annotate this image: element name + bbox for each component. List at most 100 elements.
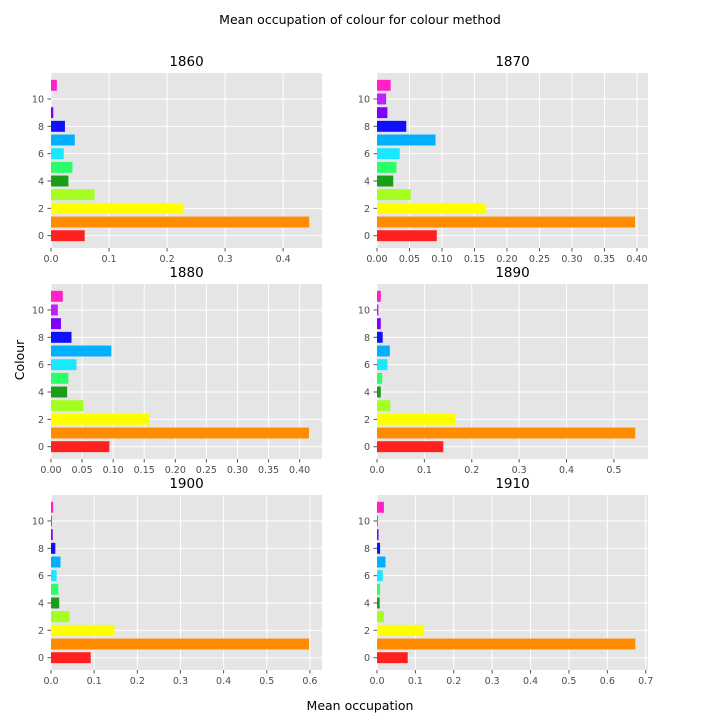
panel-1890-x-tick-label: 0.5 xyxy=(606,465,621,476)
panel-1900-x-tick-label: 0.0 xyxy=(43,676,58,687)
panel-1870-y-tick-label: 10 xyxy=(358,94,370,105)
panel-1870-x-tick-label: 0.25 xyxy=(529,254,550,265)
panel-1890-bar-colour-1 xyxy=(377,427,636,439)
figure-y-axis-label: Colour xyxy=(12,339,27,380)
panel-1880-bar-colour-2 xyxy=(51,413,150,425)
panel-1880-x-tick-label: 0.40 xyxy=(289,465,310,476)
panel-1900-bar-colour-8 xyxy=(51,542,56,554)
panel-1870-x-tick-label: 0.15 xyxy=(464,254,485,265)
panel-1910-x-tick-label: 0.7 xyxy=(638,676,653,687)
panel-1860-x-tick-label: 0.0 xyxy=(43,254,58,265)
panel-1880-y-tick-label: 6 xyxy=(38,360,44,371)
panel-1900-x-tick-label: 0.1 xyxy=(87,676,102,687)
panel-1890-x-tick-label: 0.1 xyxy=(417,465,432,476)
panel-1860-bar-colour-1 xyxy=(51,216,310,228)
panel-1870-bar-colour-11 xyxy=(377,79,391,91)
panel-1890-bar-colour-2 xyxy=(377,413,456,425)
panel-1900-y-tick-label: 2 xyxy=(38,626,44,637)
panel-1890-y-tick-label: 2 xyxy=(364,415,370,426)
panel-1900-bar-colour-6 xyxy=(51,570,57,582)
panel-1870-x-tick-label: 0.20 xyxy=(496,254,517,265)
panel-1890-y-tick-label: 10 xyxy=(358,305,370,316)
panel-1900-bar-colour-11 xyxy=(51,501,54,513)
panel-1860-y-tick-label: 0 xyxy=(38,231,44,242)
panel-1900-y-tick-label: 0 xyxy=(38,653,44,664)
panel-1900-bar-colour-4 xyxy=(51,597,60,609)
panel-1900-y-tick-label: 8 xyxy=(38,544,44,555)
panel-1880-bar-colour-10 xyxy=(51,304,58,316)
panel-1880-x-tick-label: 0.10 xyxy=(103,465,124,476)
panel-1870-title: 1870 xyxy=(495,54,529,70)
panel-1860-y-tick-label: 2 xyxy=(38,204,44,215)
panel-1860-x-tick-label: 0.2 xyxy=(160,254,175,265)
panel-1890-y-tick-label: 4 xyxy=(364,388,370,399)
panel-1900-x-tick-label: 0.4 xyxy=(216,676,231,687)
panel-1900-x-tick-label: 0.3 xyxy=(173,676,188,687)
panel-1900-bar-colour-1 xyxy=(51,638,310,650)
panel-1870-bar-colour-0 xyxy=(377,230,437,242)
panel-1890-bar-colour-5 xyxy=(377,372,383,384)
panel-1870-x-tick-label: 0.30 xyxy=(561,254,582,265)
panel-1910-bar-colour-4 xyxy=(377,597,380,609)
panel-1900-x-tick-label: 0.5 xyxy=(259,676,274,687)
panel-1910-x-tick-label: 0.5 xyxy=(561,676,576,687)
panel-1860-y-tick-label: 6 xyxy=(38,149,44,160)
panel-1900: 0.0 0.1 0.2 0.3 0.4 0.5 0.6 0 2 4 6 8 10 1900 xyxy=(32,476,322,687)
panel-1860-bar-colour-5 xyxy=(51,161,73,173)
panel-1900-bar-colour-3 xyxy=(51,611,70,623)
panel-1890-y-tick-label: 0 xyxy=(364,442,370,453)
panel-1910-x-tick-label: 0.6 xyxy=(600,676,615,687)
panel-1900-title: 1900 xyxy=(169,476,203,492)
panel-1910-bar-colour-7 xyxy=(377,556,386,568)
panel-1870-x-tick-label: 0.40 xyxy=(626,254,647,265)
panel-1910-x-tick-label: 0.1 xyxy=(408,676,423,687)
panel-1880-x-tick-label: 0.25 xyxy=(196,465,217,476)
panel-1870-x-tick-label: 0.35 xyxy=(594,254,615,265)
panel-1860-bar-colour-6 xyxy=(51,148,64,160)
panel-1870-bar-colour-3 xyxy=(377,189,411,201)
panel-1910-x-tick-label: 0.2 xyxy=(446,676,461,687)
panel-1900-x-tick-label: 0.2 xyxy=(130,676,145,687)
panel-1900-y-tick-label: 6 xyxy=(38,571,44,582)
panel-1900-y-tick-label: 4 xyxy=(38,599,44,610)
panel-1880-x-tick-label: 0.30 xyxy=(227,465,248,476)
panel-1860-bar-colour-2 xyxy=(51,202,184,214)
panel-1870-bar-colour-9 xyxy=(377,107,388,119)
panel-1900-bar-colour-10 xyxy=(51,515,52,527)
panel-1910-x-tick-label: 0.0 xyxy=(369,676,384,687)
panel-1900-bar-colour-2 xyxy=(51,624,115,636)
panel-1860-y-tick-label: 8 xyxy=(38,122,44,133)
panel-1870-y-tick-label: 6 xyxy=(364,149,370,160)
panel-1910-y-tick-label: 8 xyxy=(364,544,370,555)
panel-1900-bar-colour-9 xyxy=(51,529,53,541)
panel-1900-bar-colour-5 xyxy=(51,583,59,595)
figure-x-axis-label: Mean occupation xyxy=(307,698,414,713)
panel-1880-x-tick-label: 0.35 xyxy=(258,465,279,476)
panel-1880-x-tick-label: 0.15 xyxy=(134,465,155,476)
panel-1890-bar-colour-10 xyxy=(377,304,379,316)
panel-1880-bar-colour-0 xyxy=(51,441,110,453)
panel-1910-bar-colour-9 xyxy=(377,529,379,541)
panel-1880-y-tick-label: 10 xyxy=(32,305,44,316)
panel-1880-bar-colour-11 xyxy=(51,290,63,302)
panel-1910-bar-colour-8 xyxy=(377,542,381,554)
panel-1890-x-tick-label: 0.3 xyxy=(512,465,527,476)
panel-1860-y-tick-label: 4 xyxy=(38,177,44,188)
panel-1870-x-tick-label: 0.10 xyxy=(431,254,452,265)
panel-1880-y-tick-label: 4 xyxy=(38,388,44,399)
panel-1860-y-tick-label: 10 xyxy=(32,94,44,105)
panel-1870-y-tick-label: 2 xyxy=(364,204,370,215)
panel-1890-bar-colour-6 xyxy=(377,359,388,371)
panel-1860-bar-colour-8 xyxy=(51,120,65,132)
panel-1860-x-tick-label: 0.4 xyxy=(276,254,291,265)
panel-1860: 0.0 0.1 0.2 0.3 0.4 0 2 4 6 8 10 1860 xyxy=(32,54,322,265)
panel-1900-bar-colour-7 xyxy=(51,556,61,568)
panel-1870-x-tick-label: 0.00 xyxy=(366,254,387,265)
panel-1910-bar-colour-6 xyxy=(377,570,383,582)
panel-1910-bar-colour-1 xyxy=(377,638,636,650)
panel-1880: 0.00 0.05 0.10 0.15 0.20 0.25 0.30 0.35 0.40 0 2 4 6… xyxy=(32,265,322,476)
panel-1910-title: 1910 xyxy=(495,476,529,492)
panel-1860-x-tick-label: 0.3 xyxy=(218,254,233,265)
panel-1910-bar-colour-10 xyxy=(377,515,378,527)
